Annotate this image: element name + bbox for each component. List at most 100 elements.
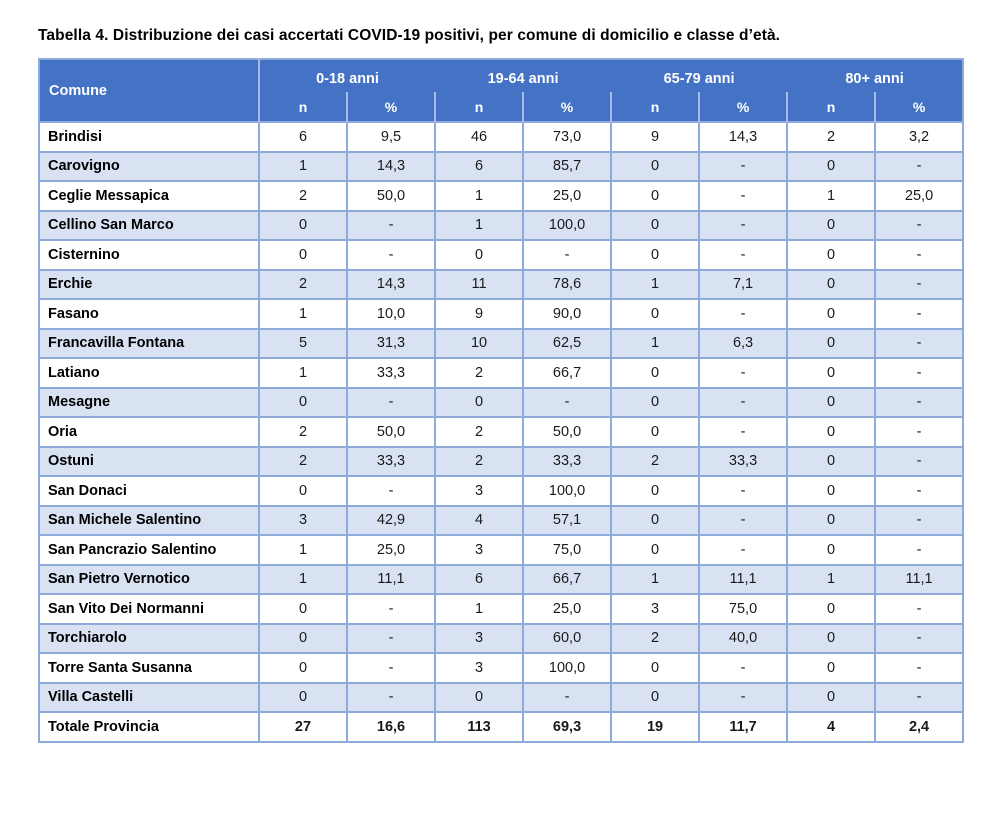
value-cell: - <box>874 593 965 625</box>
table-row: Carovigno 1 14,3 6 85,7 0-0- <box>38 150 965 182</box>
value-cell: 69,3 <box>522 711 613 743</box>
table-row: Torchiarolo 0-3 60,0 2 40,0 0- <box>38 622 965 654</box>
value-cell: 0 <box>610 386 701 418</box>
value-cell: 2 <box>610 445 701 477</box>
value-cell: 0 <box>258 622 348 654</box>
table-row: San Pietro Vernotico 1 11,1 6 66,7 1 11,1 1 11,1 <box>38 563 965 595</box>
value-cell: 0 <box>610 534 701 566</box>
value-cell: 2 <box>258 268 348 300</box>
value-cell: 33,3 <box>522 445 613 477</box>
value-cell: - <box>698 298 789 330</box>
value-cell: - <box>874 416 965 448</box>
value-cell: - <box>874 150 965 182</box>
value-cell: 0 <box>610 681 701 713</box>
value-cell: - <box>874 475 965 507</box>
value-cell: - <box>874 681 965 713</box>
value-cell: 0 <box>258 239 348 271</box>
table-row: Mesagne 0-0-0-0- <box>38 386 965 418</box>
value-cell: 3 <box>434 475 525 507</box>
value-cell: 62,5 <box>522 327 613 359</box>
value-cell: 60,0 <box>522 622 613 654</box>
value-cell: 11,7 <box>698 711 789 743</box>
col-header-age-65-79: 65-79 anni <box>611 59 788 92</box>
value-cell: 0 <box>786 681 877 713</box>
table-body: Brindisi 6 9,5 46 73,0 9 14,3 2 3,2 Carovigno 1 14,… <box>38 121 965 743</box>
value-cell: 0 <box>786 239 877 271</box>
document-page: Tabella 4. Distribuzione dei casi accert… <box>38 27 965 743</box>
table-row: San Pancrazio Salentino 1 25,0 3 75,0 0-0- <box>38 534 965 566</box>
value-cell: - <box>345 622 437 654</box>
value-cell: 3 <box>434 652 525 684</box>
value-cell: 42,9 <box>345 504 437 536</box>
value-cell: - <box>874 504 965 536</box>
value-cell: 9,5 <box>345 121 437 153</box>
value-cell: 0 <box>786 298 877 330</box>
value-cell: 66,7 <box>522 563 613 595</box>
value-cell: 90,0 <box>522 298 613 330</box>
value-cell: 0 <box>258 681 348 713</box>
value-cell: 0 <box>786 386 877 418</box>
value-cell: - <box>698 504 789 536</box>
value-cell: 31,3 <box>345 327 437 359</box>
value-cell: 1 <box>786 180 877 212</box>
value-cell: 6 <box>434 150 525 182</box>
value-cell: 2 <box>258 445 348 477</box>
value-cell: 25,0 <box>522 593 613 625</box>
table-row: Cellino San Marco 0-1 100,0 0-0- <box>38 209 965 241</box>
value-cell: - <box>522 681 613 713</box>
value-cell: 25,0 <box>874 180 965 212</box>
value-cell: 0 <box>610 239 701 271</box>
value-cell: 2,4 <box>874 711 965 743</box>
value-cell: 3 <box>610 593 701 625</box>
value-cell: - <box>345 209 437 241</box>
col-header-age-19-64: 19-64 anni <box>435 59 612 92</box>
value-cell: 10 <box>434 327 525 359</box>
value-cell: 66,7 <box>522 357 613 389</box>
value-cell: 0 <box>610 180 701 212</box>
value-cell: - <box>698 239 789 271</box>
value-cell: - <box>874 386 965 418</box>
value-cell: 0 <box>258 593 348 625</box>
value-cell: 0 <box>786 652 877 684</box>
value-cell: 0 <box>610 416 701 448</box>
comune-cell: San Pietro Vernotico <box>38 563 260 595</box>
table-row: Fasano 1 10,0 9 90,0 0-0- <box>38 298 965 330</box>
value-cell: 11,1 <box>345 563 437 595</box>
value-cell: 0 <box>434 239 525 271</box>
value-cell: 0 <box>786 534 877 566</box>
table-row: Torre Santa Susanna 0-3 100,0 0-0- <box>38 652 965 684</box>
value-cell: 0 <box>786 209 877 241</box>
value-cell: 25,0 <box>345 534 437 566</box>
col-header-n: n <box>610 92 700 122</box>
value-cell: 1 <box>610 563 701 595</box>
total-row: Totale Provincia 27 16,6 113 69,3 19 11,7 4 2,4 <box>38 711 965 743</box>
comune-cell: San Michele Salentino <box>38 504 260 536</box>
value-cell: 50,0 <box>522 416 613 448</box>
value-cell: 9 <box>610 121 701 153</box>
value-cell: 2 <box>434 445 525 477</box>
col-header-comune: Comune <box>39 59 260 122</box>
value-cell: - <box>874 239 965 271</box>
value-cell: - <box>522 239 613 271</box>
header-row-age-groups: Comune 0-18 anni 19-64 anni 65-79 anni 8… <box>39 59 964 122</box>
comune-cell: Erchie <box>38 268 260 300</box>
value-cell: - <box>874 268 965 300</box>
value-cell: 0 <box>258 386 348 418</box>
value-cell: 0 <box>610 475 701 507</box>
comune-cell: Oria <box>38 416 260 448</box>
value-cell: 1 <box>434 209 525 241</box>
value-cell: 78,6 <box>522 268 613 300</box>
value-cell: 3 <box>258 504 348 536</box>
col-header-age-80plus: 80+ anni <box>787 59 964 92</box>
value-cell: - <box>345 652 437 684</box>
value-cell: 50,0 <box>345 416 437 448</box>
col-header-n: n <box>434 92 524 122</box>
value-cell: 14,3 <box>345 268 437 300</box>
table-row: Cisternino 0-0-0-0- <box>38 239 965 271</box>
table-row: Oria 2 50,0 2 50,0 0-0- <box>38 416 965 448</box>
value-cell: 6,3 <box>698 327 789 359</box>
value-cell: 113 <box>434 711 525 743</box>
value-cell: 57,1 <box>522 504 613 536</box>
comune-cell: Brindisi <box>38 121 260 153</box>
value-cell: 0 <box>610 298 701 330</box>
